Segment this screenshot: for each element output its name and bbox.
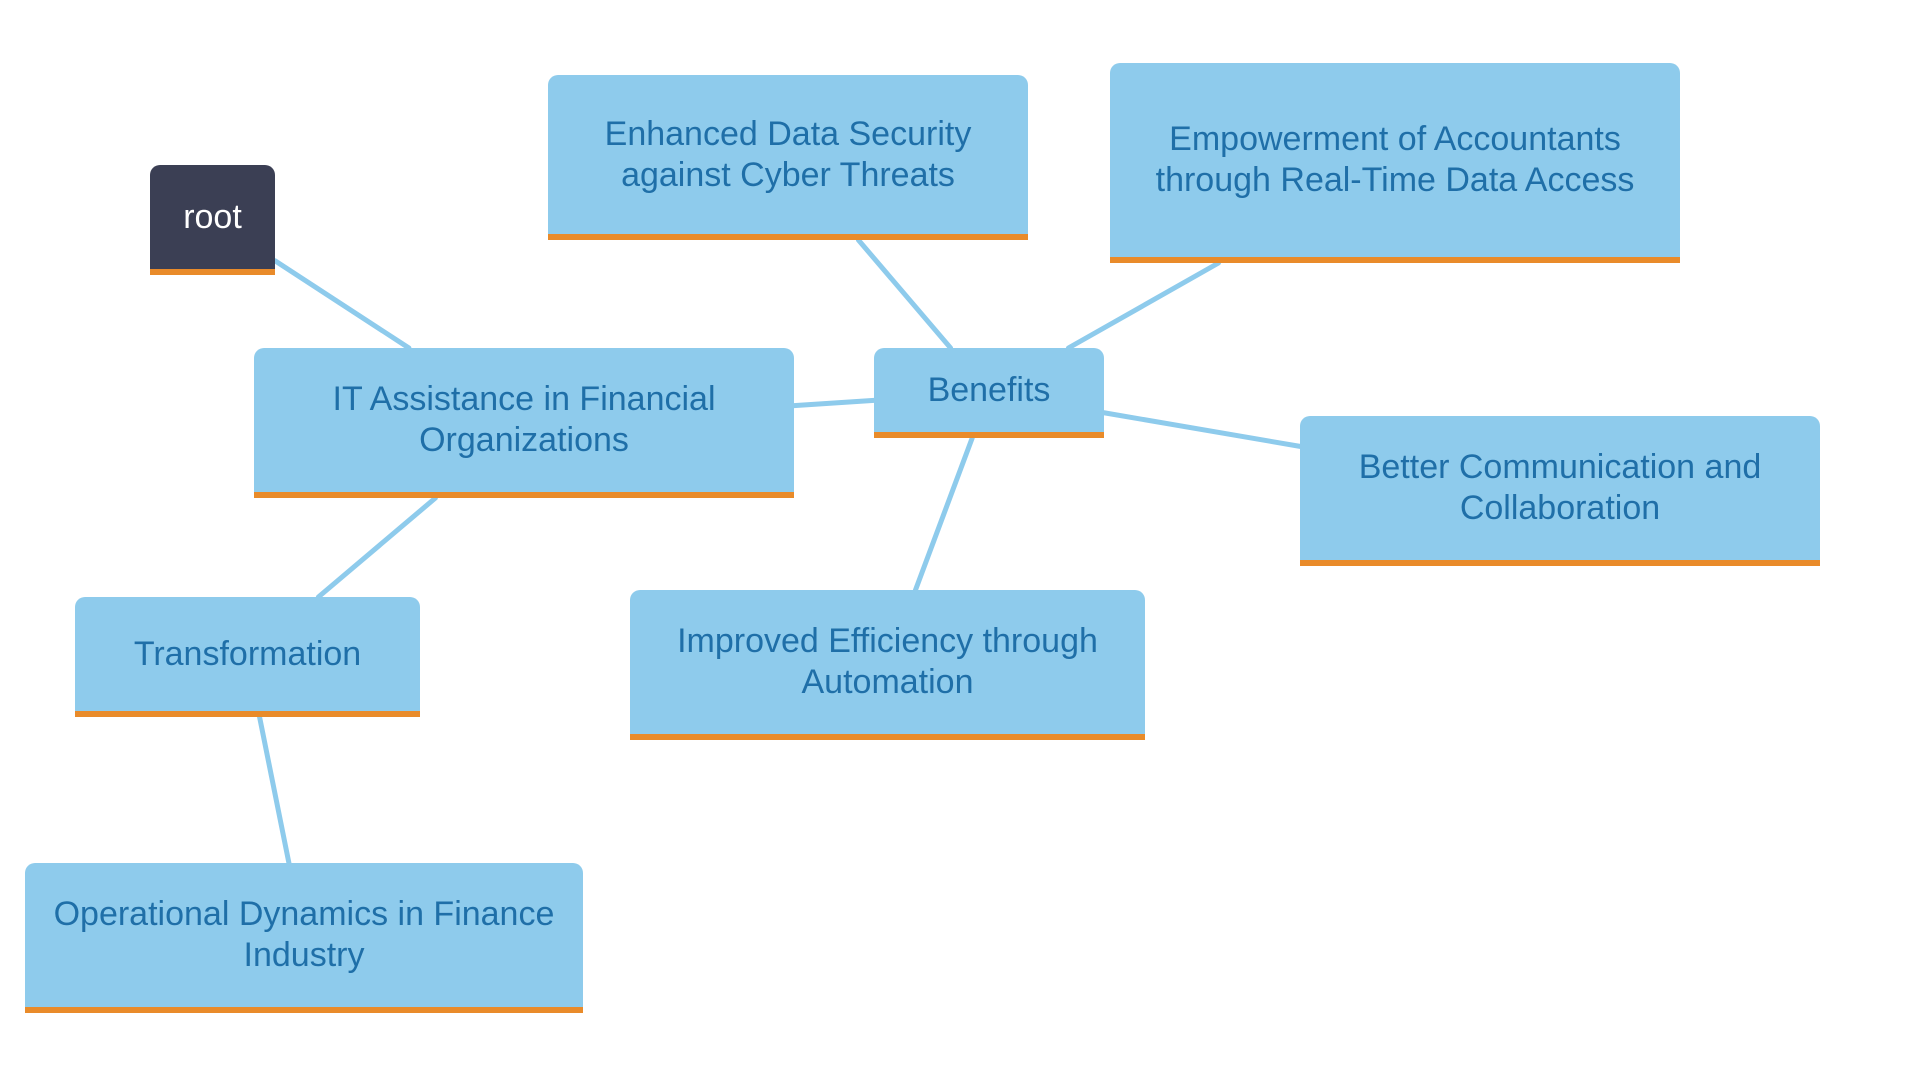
node-empowerment: Empowerment of Accountants through Real-…: [1110, 63, 1680, 263]
edge-benefits-security: [858, 240, 950, 348]
node-it_assist: IT Assistance in Financial Organizations: [254, 348, 794, 498]
node-label: Enhanced Data Security against Cyber Thr…: [562, 114, 1014, 196]
edge-benefits-communication: [1104, 413, 1300, 447]
node-root: root: [150, 165, 275, 275]
edge-it_assist-transformation: [318, 498, 435, 597]
node-automation: Improved Efficiency through Automation: [630, 590, 1145, 740]
node-transformation: Transformation: [75, 597, 420, 717]
node-label: Operational Dynamics in Finance Industry: [39, 894, 569, 976]
edge-root-it_assist: [275, 261, 409, 348]
node-label: root: [164, 197, 261, 238]
edge-it_assist-benefits: [794, 400, 874, 405]
node-label: Better Communication and Collaboration: [1314, 447, 1806, 529]
edge-benefits-automation: [915, 438, 972, 590]
node-label: Improved Efficiency through Automation: [644, 621, 1131, 703]
node-label: Transformation: [89, 634, 406, 675]
node-op_dynamics: Operational Dynamics in Finance Industry: [25, 863, 583, 1013]
node-benefits: Benefits: [874, 348, 1104, 438]
node-label: IT Assistance in Financial Organizations: [268, 379, 780, 461]
node-label: Empowerment of Accountants through Real-…: [1124, 119, 1666, 201]
edge-benefits-empowerment: [1068, 263, 1218, 348]
node-label: Benefits: [888, 370, 1090, 411]
node-communication: Better Communication and Collaboration: [1300, 416, 1820, 566]
edge-transformation-op_dynamics: [260, 717, 289, 863]
node-security: Enhanced Data Security against Cyber Thr…: [548, 75, 1028, 240]
